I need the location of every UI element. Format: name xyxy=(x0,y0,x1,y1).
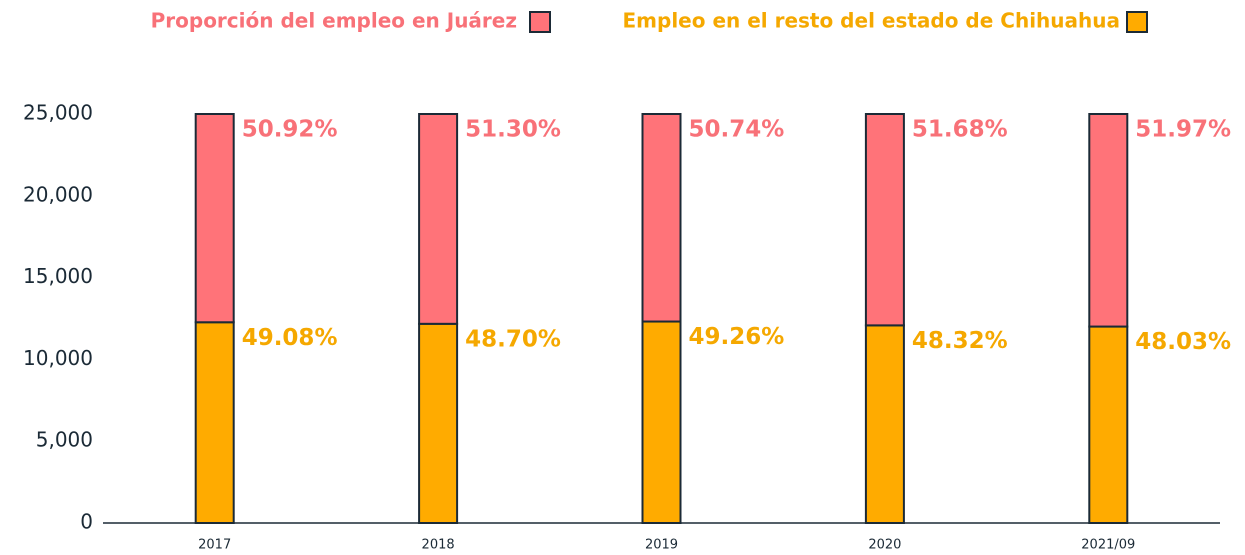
data-label: 51.97% xyxy=(1135,117,1231,143)
y-tick-label: 5,000 xyxy=(36,428,93,452)
data-label: 51.68% xyxy=(912,117,1008,143)
x-tick-label: 2018 xyxy=(422,538,455,553)
bar-segment xyxy=(418,322,459,524)
bar-segment xyxy=(1088,113,1129,328)
data-label: 51.30% xyxy=(465,117,561,143)
data-label: 49.08% xyxy=(242,325,338,351)
bar-segment xyxy=(864,324,905,524)
bar-segment xyxy=(418,113,459,325)
legend-swatch xyxy=(529,11,551,33)
x-tick-label: 2020 xyxy=(868,538,901,553)
data-label: 50.92% xyxy=(242,117,338,143)
y-tick-label: 20,000 xyxy=(23,182,93,206)
data-label: 48.70% xyxy=(465,326,561,352)
legend-label: Proporción del empleo en Juárez xyxy=(151,9,517,33)
y-tick-label: 10,000 xyxy=(23,346,93,370)
legend-label: Empleo en el resto del estado de Chihuah… xyxy=(623,9,1121,33)
legend-swatch xyxy=(1126,11,1148,33)
bar-segment xyxy=(641,113,682,323)
bar-segment xyxy=(194,321,235,524)
y-tick-label: 0 xyxy=(80,510,93,534)
x-tick-label: 2017 xyxy=(198,538,231,553)
x-tick-label: 2021/09 xyxy=(1081,538,1135,553)
data-label: 50.74% xyxy=(689,117,785,143)
bar-segment xyxy=(1088,325,1129,525)
bar-segment xyxy=(864,113,905,327)
bar-segment xyxy=(641,320,682,525)
data-label: 49.26% xyxy=(689,324,785,350)
y-tick-label: 25,000 xyxy=(23,101,93,125)
data-label: 48.03% xyxy=(1135,329,1231,355)
bar-segment xyxy=(194,113,235,324)
x-tick-label: 2019 xyxy=(645,538,678,553)
data-label: 48.32% xyxy=(912,328,1008,354)
y-tick-label: 15,000 xyxy=(23,264,93,288)
